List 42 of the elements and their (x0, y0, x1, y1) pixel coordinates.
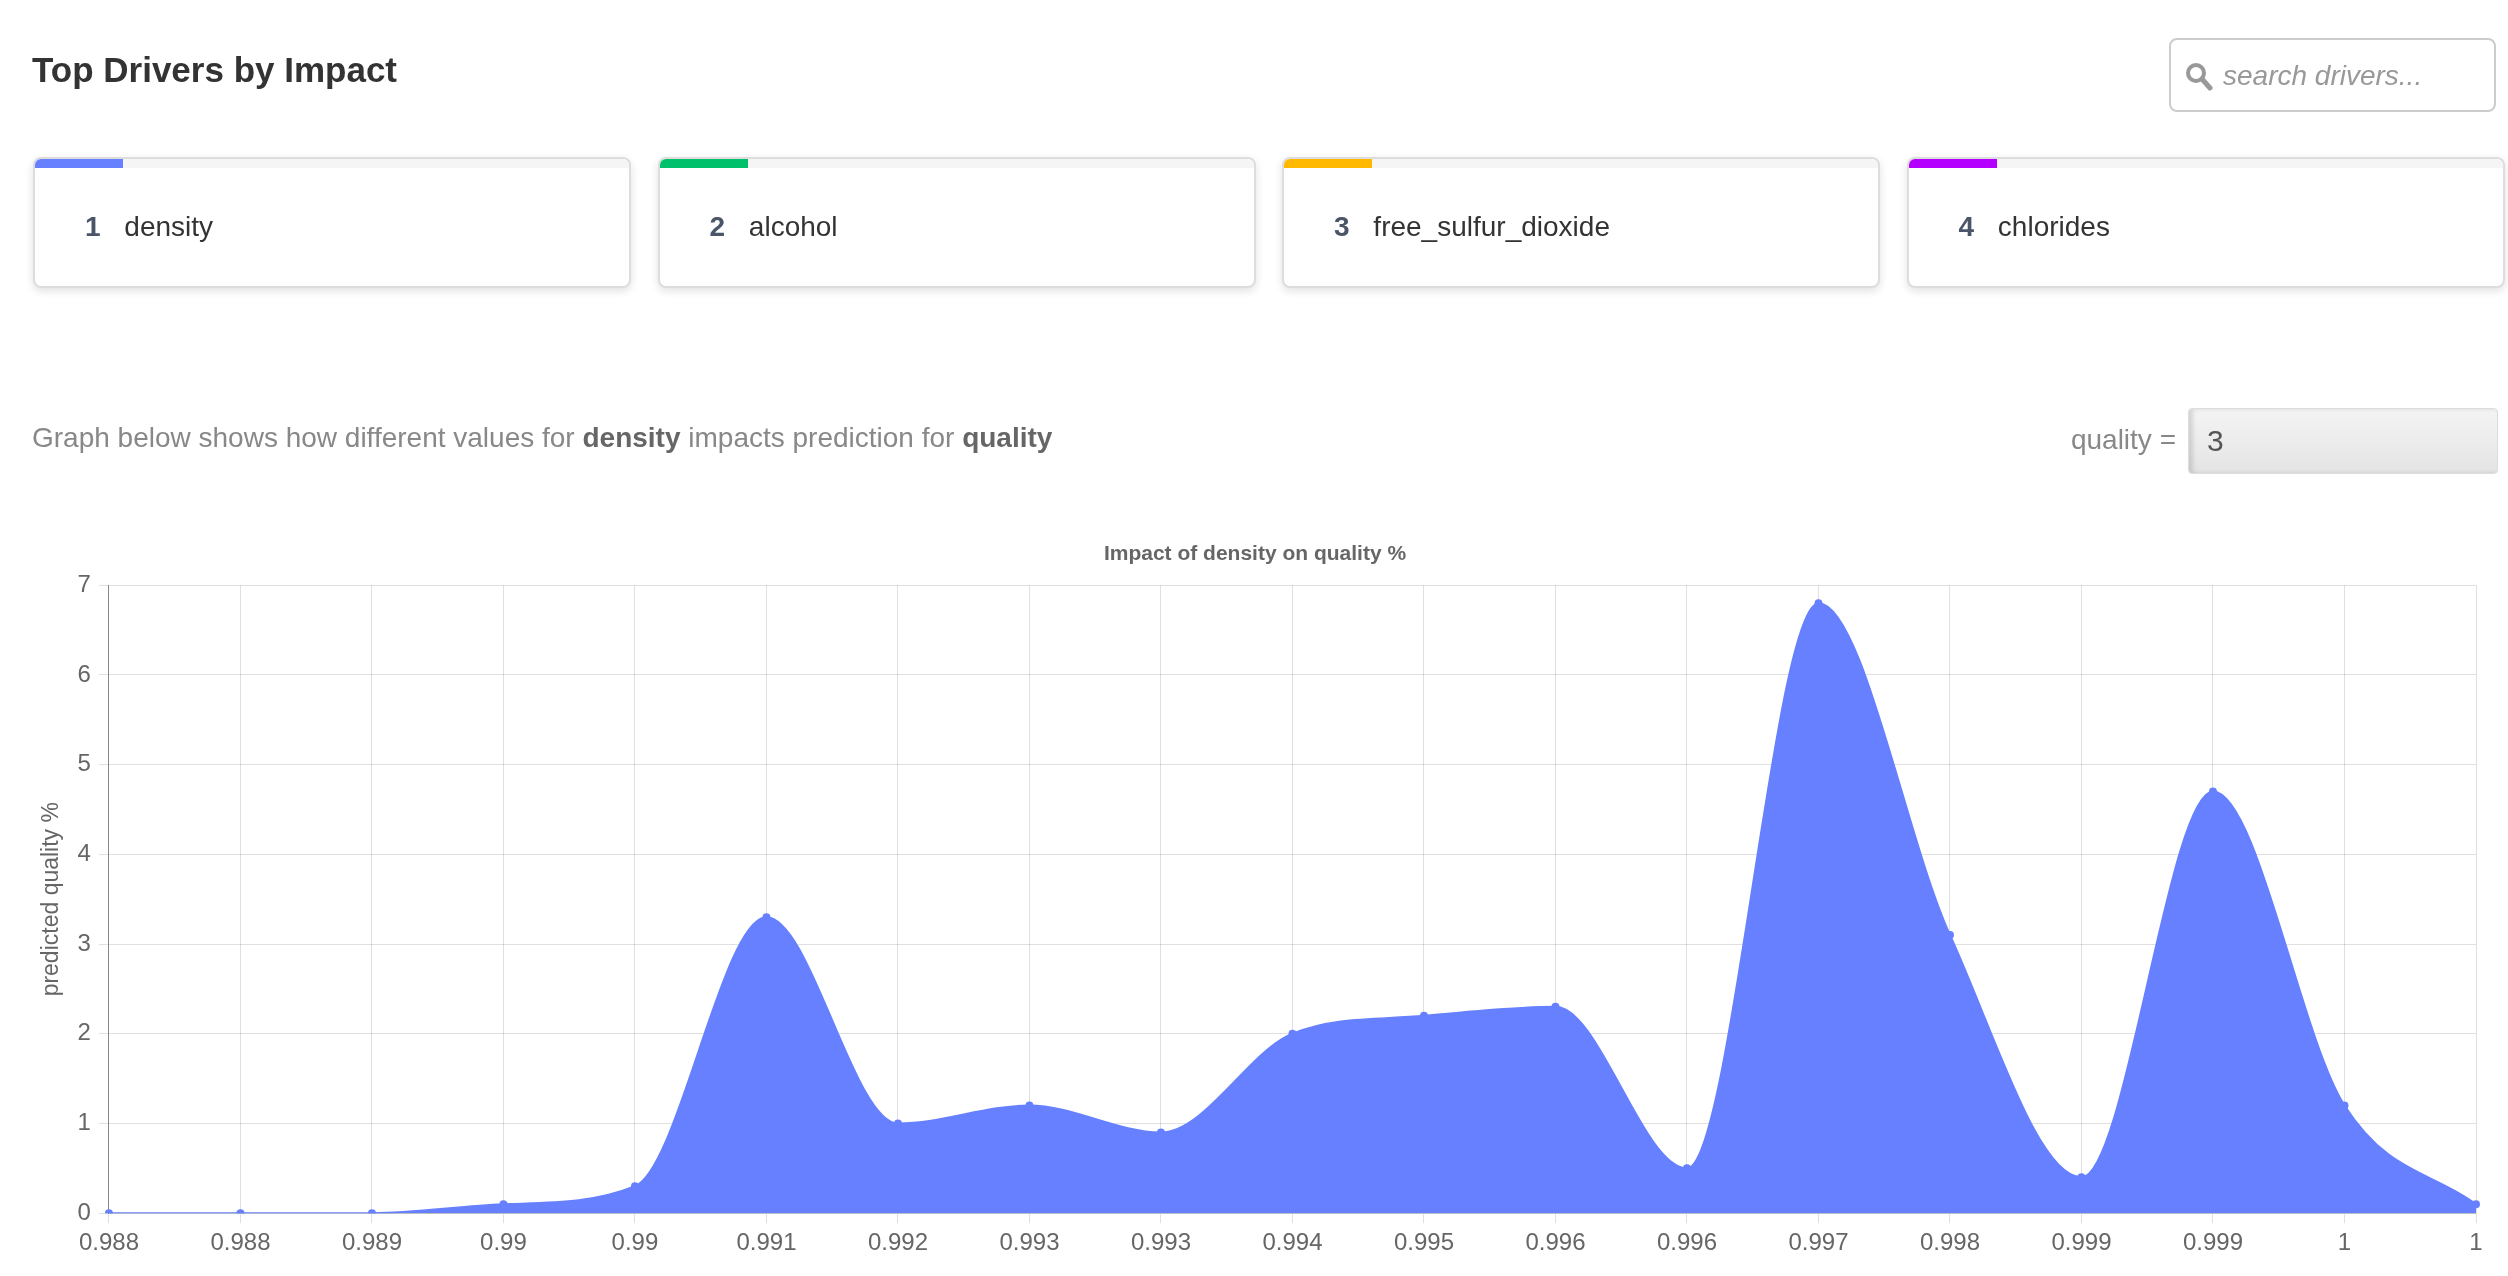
x-tick-label: 0.998 (1919, 1228, 1981, 1256)
point (2472, 1200, 2480, 1209)
y-tick-label: 6 (77, 659, 91, 687)
x-tick-label: 0.993 (1130, 1228, 1191, 1256)
x-tick-label: 0.994 (1262, 1228, 1323, 1256)
x-tick-label: 0.991 (736, 1228, 797, 1256)
text: impacts prediction for (688, 422, 955, 453)
text: quality = (2070, 424, 2176, 456)
x-tick-label: 1 (2337, 1228, 2352, 1256)
card: 2 alcohol (657, 157, 1256, 288)
x-tick-label: 0.996 (1525, 1228, 1586, 1256)
y-tick-label: 4 (77, 838, 91, 866)
y-tick-label: 5 (77, 749, 91, 777)
x-tick-label: 0.996 (1656, 1228, 1718, 1256)
card: 1 density (33, 157, 631, 288)
x-tick-label: 0.989 (341, 1228, 402, 1256)
x-tick-label: 0.988 (78, 1228, 139, 1256)
y-axis-title: predicted quality % (37, 802, 64, 997)
text: density (582, 422, 681, 453)
x-tick-label: 0.993 (999, 1228, 1060, 1256)
y-tick-label: 2 (77, 1018, 91, 1046)
x-tick-label: 0.992 (867, 1228, 928, 1256)
y-tick-label: 1 (77, 1108, 91, 1136)
x-tick-label: 0.999 (2051, 1228, 2112, 1256)
x-tick-label: 0.99 (611, 1228, 659, 1256)
x-tick-label: 0.997 (1788, 1228, 1849, 1256)
x-tick-label: 0.988 (210, 1228, 271, 1256)
y-tick-label: 7 (77, 569, 91, 597)
search-field: search drivers... (2169, 38, 2496, 112)
x-tick-label: 0.999 (2182, 1228, 2244, 1256)
y-tick-label: 0 (77, 1197, 91, 1225)
text: Top Drivers by Impact (32, 50, 398, 90)
card: 4 chlorides (1906, 157, 2505, 288)
text: quality (962, 422, 1053, 453)
card: 3 free_sulfur_dioxide (1282, 157, 1880, 288)
input-field: 3 (2188, 408, 2498, 474)
x-tick-label: 0.995 (1393, 1228, 1455, 1256)
y-tick-label: 3 (77, 928, 91, 956)
chart-title: Impact of density on quality % (1103, 541, 1407, 565)
x-tick-label: 1 (2469, 1228, 2483, 1256)
text: Graph below shows how different values for (32, 422, 575, 453)
x-tick-label: 0.99 (480, 1228, 527, 1256)
